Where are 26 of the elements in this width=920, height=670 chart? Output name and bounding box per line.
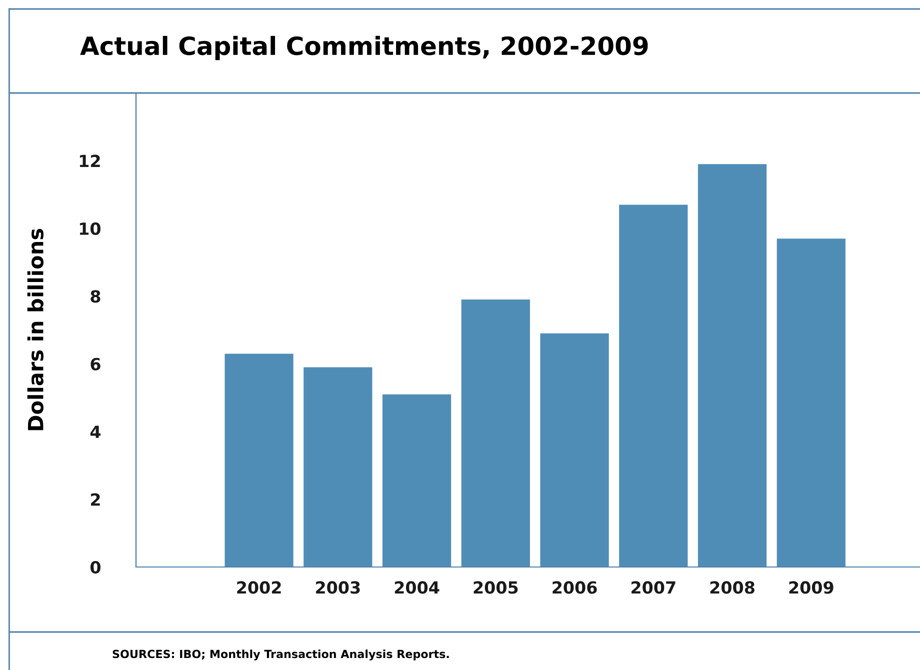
- bar: [382, 394, 452, 567]
- x-tick-label: 2007: [632, 581, 676, 594]
- x-tick-label: 2003: [316, 581, 360, 594]
- chart-title: Actual Capital Commitments, 2002-2009: [80, 36, 648, 60]
- y-axis-title: Dollars in billions: [27, 228, 44, 430]
- y-tick-label: 6: [90, 358, 100, 370]
- bar: [540, 333, 609, 567]
- source-note: SOURCES: IBO; Monthly Transaction Analysis Reports.: [112, 650, 449, 660]
- bar: [304, 367, 372, 567]
- y-tick-label: 2: [91, 493, 100, 506]
- x-tick-label: 2006: [552, 581, 597, 594]
- bar: [461, 300, 530, 567]
- x-tick-label: 2009: [789, 581, 834, 594]
- bar: [224, 354, 294, 567]
- x-tick-label: 2004: [394, 581, 440, 594]
- x-tick-label: 2002: [237, 581, 281, 594]
- x-tick-label: 2008: [710, 581, 754, 594]
- x-tick-label: 2005: [474, 581, 518, 594]
- y-tick-label: 8: [90, 290, 100, 303]
- y-tick-label: 4: [90, 426, 101, 438]
- bar: [698, 164, 767, 567]
- bar: [619, 204, 688, 567]
- y-tick-label: 12: [80, 154, 100, 168]
- bar: [776, 238, 846, 567]
- y-tick-label: 10: [80, 222, 100, 235]
- y-tick-label: 0: [90, 560, 100, 574]
